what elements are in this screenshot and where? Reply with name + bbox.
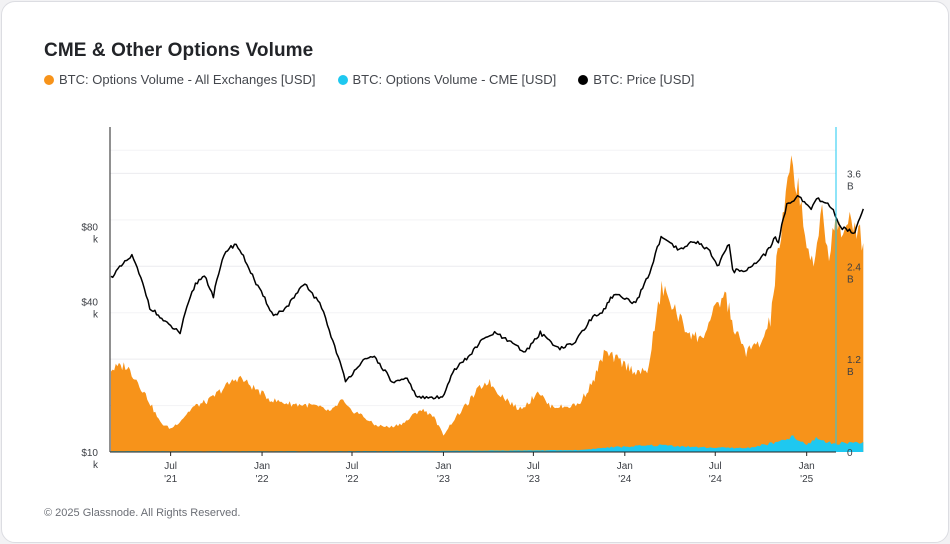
legend: BTC: Options Volume - All Exchanges [USD… <box>44 72 694 87</box>
x-axis-tick-year: '25 <box>800 474 813 485</box>
x-axis-tick-label: Jan <box>254 461 270 472</box>
left-axis-tick-label: $10 <box>81 448 98 459</box>
series-area-all-exchanges <box>111 155 864 452</box>
left-axis-tick-unit: k <box>93 310 99 321</box>
x-axis-tick-year: '23 <box>527 474 540 485</box>
legend-label: BTC: Options Volume - All Exchanges [USD… <box>59 72 316 87</box>
right-axis-tick-label: 3.6 <box>847 169 861 180</box>
left-axis-tick-unit: k <box>93 460 99 471</box>
right-axis-tick-unit: B <box>847 181 854 192</box>
x-axis-tick-year: '24 <box>618 474 631 485</box>
x-axis-tick-label: Jul <box>709 461 722 472</box>
series-area-cme <box>111 435 864 452</box>
legend-label: BTC: Price [USD] <box>593 72 695 87</box>
x-axis-tick-label: Jul <box>527 461 540 472</box>
right-axis-tick-unit: B <box>847 367 854 378</box>
x-axis-tick-label: Jan <box>799 461 815 472</box>
legend-item-cme[interactable]: BTC: Options Volume - CME [USD] <box>337 72 557 87</box>
series-line-price <box>110 194 865 400</box>
legend-item-price[interactable]: BTC: Price [USD] <box>578 72 694 87</box>
right-axis-tick-label: 2.4 <box>847 262 861 273</box>
x-axis-tick-year: '22 <box>256 474 269 485</box>
x-axis-tick-label: Jan <box>435 461 451 472</box>
x-axis-tick-label: Jul <box>346 461 359 472</box>
right-axis-tick-unit: B <box>847 274 854 285</box>
legend-item-all-exchanges[interactable]: BTC: Options Volume - All Exchanges [USD… <box>44 72 316 87</box>
x-axis-tick-year: '22 <box>345 474 358 485</box>
chart-title: CME & Other Options Volume <box>44 40 314 61</box>
left-axis-tick-label: $40 <box>81 298 98 309</box>
x-axis-tick-year: '23 <box>437 474 450 485</box>
x-axis-tick-year: '21 <box>164 474 177 485</box>
copyright-footer: © 2025 Glassnode. All Rights Reserved. <box>44 507 241 519</box>
right-axis-tick-label: 1.2 <box>847 355 861 366</box>
legend-swatch-black <box>578 74 589 85</box>
legend-label: BTC: Options Volume - CME [USD] <box>352 72 557 87</box>
legend-swatch-orange <box>44 74 54 85</box>
x-axis-tick-label: Jul <box>164 461 177 472</box>
left-axis-tick-label: $80 <box>81 222 98 233</box>
right-axis-tick-label: 0 <box>847 448 853 459</box>
legend-swatch-cyan <box>337 74 348 85</box>
left-axis-tick-unit: k <box>93 234 99 245</box>
x-axis-tick-label: Jan <box>617 461 633 472</box>
x-axis-tick-year: '24 <box>709 474 722 485</box>
